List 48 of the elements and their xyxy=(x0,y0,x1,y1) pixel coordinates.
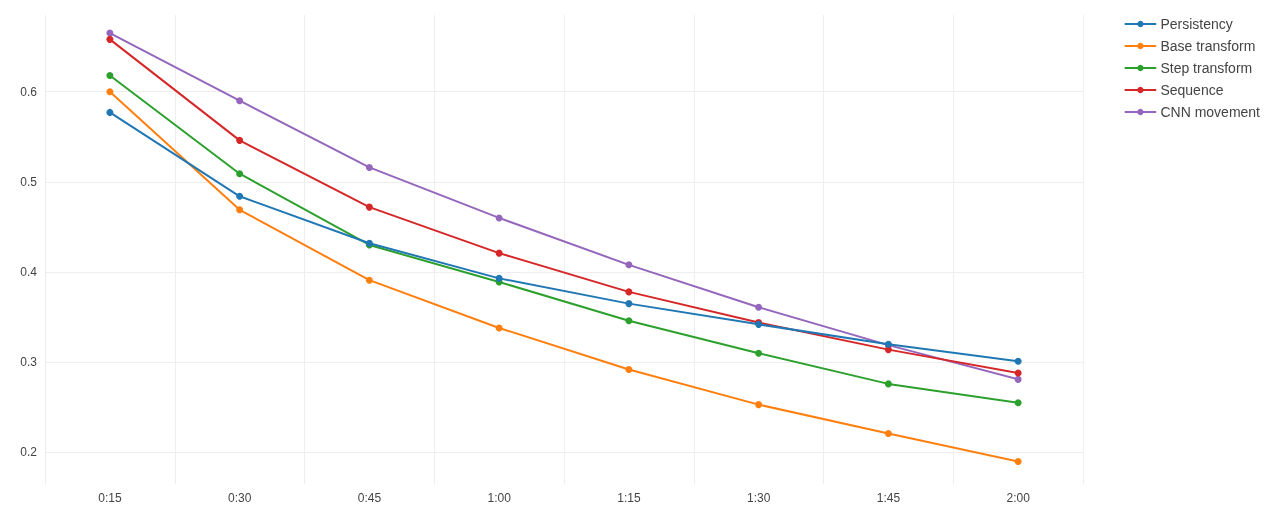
point xyxy=(365,163,373,171)
y-tick-label: 0.2 xyxy=(20,445,38,460)
point xyxy=(1014,399,1022,407)
point xyxy=(106,108,114,116)
legend-label: Persistency xyxy=(1160,16,1233,32)
point xyxy=(1014,375,1022,383)
point xyxy=(1014,369,1022,377)
point xyxy=(1014,357,1022,365)
y-tick-label: 0.3 xyxy=(20,355,38,370)
point xyxy=(106,71,114,79)
x-tick-label: 1:00 xyxy=(487,491,512,505)
point xyxy=(236,192,244,200)
x-tick-label: 0:45 xyxy=(357,491,382,505)
point xyxy=(755,349,763,357)
y-tick-label: 0.4 xyxy=(20,265,38,280)
point xyxy=(236,206,244,214)
point xyxy=(495,214,503,222)
x-tick-label: 1:15 xyxy=(617,491,641,505)
point xyxy=(365,276,373,284)
point xyxy=(106,88,114,96)
point xyxy=(106,35,114,43)
x-tick-label: 0:15 xyxy=(98,491,122,505)
point xyxy=(236,97,244,105)
point xyxy=(1014,457,1022,465)
y-tick-label: 0.5 xyxy=(20,174,38,189)
x-tick-label: 2:00 xyxy=(1006,491,1031,505)
point xyxy=(495,249,503,257)
point xyxy=(236,136,244,144)
legend-label: Sequence xyxy=(1160,82,1224,98)
legend-label: CNN movement xyxy=(1160,104,1261,120)
point xyxy=(625,300,633,308)
x-tick-label: 0:30 xyxy=(227,491,252,505)
point xyxy=(365,203,373,211)
x-tick-label: 1:45 xyxy=(876,491,901,505)
point xyxy=(755,303,763,311)
point xyxy=(884,429,892,437)
legend-label: Base transform xyxy=(1160,38,1256,54)
legend-label: Step transform xyxy=(1160,60,1253,76)
point xyxy=(495,274,503,282)
point xyxy=(625,288,633,296)
point xyxy=(625,317,633,325)
point xyxy=(625,365,633,373)
y-tick-label: 0.6 xyxy=(20,84,38,99)
point xyxy=(884,380,892,388)
point xyxy=(625,261,633,269)
x-tick-label: 1:30 xyxy=(746,491,771,505)
point xyxy=(236,170,244,178)
point xyxy=(755,401,763,409)
